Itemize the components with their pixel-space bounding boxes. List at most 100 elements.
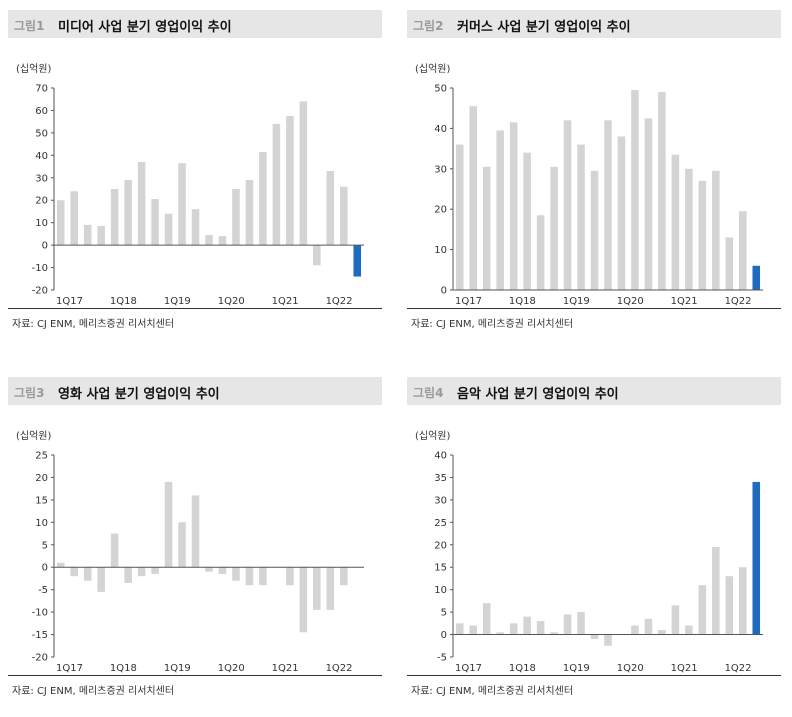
y-tick-label: 10 [434,245,447,256]
bar [685,168,693,290]
bar [482,166,491,290]
bar [590,170,599,290]
commerce-bar-chart: 0 10 20 30 40 50 1Q17 1Q18 1Q19 1Q20 1Q21 1Q22 [434,84,763,307]
bar [313,245,321,266]
source-divider [8,308,382,309]
bar [164,481,173,568]
bar [56,562,65,568]
bar [164,213,173,246]
bar [218,236,227,246]
x-tick-label: 1Q18 [110,663,137,674]
bar [272,123,281,246]
bar [56,200,65,246]
bar [469,106,477,291]
y-tick-label: -10 [32,263,48,274]
unit-label: (십억원) [16,431,52,442]
unit-label: (십억원) [415,64,451,75]
x-tick-label: 1Q17 [455,663,482,674]
y-tick-label: 60 [35,106,48,117]
x-tick-label: 1Q17 [455,296,482,307]
bar [617,136,626,290]
bar [523,152,531,290]
bar [259,567,267,586]
chart-title-bar: 그림2 커머스 사업 분기 영업이익 추이 [407,10,781,38]
bar [83,224,92,246]
source-divider [407,675,781,676]
bar [137,567,146,577]
x-tick-label: 1Q22 [725,663,752,674]
y-tick-label: 40 [434,451,447,462]
unit-label: (십억원) [16,64,52,75]
bar [83,567,92,581]
figure-label: 그림4 [413,386,444,400]
bar [299,101,308,246]
bar [739,211,747,290]
bar [536,215,545,290]
x-tick-label: 1Q21 [272,296,299,307]
y-tick-label: 15 [35,495,48,506]
bar [137,162,146,246]
y-tick-label: 0 [42,563,48,574]
y-tick-label: 10 [35,518,48,529]
y-tick-label: -5 [437,653,447,664]
bar [550,632,558,635]
y-tick-label: 10 [434,585,447,596]
bar [455,623,464,635]
y-tick-label: 40 [434,124,447,135]
source-note: 자료: CJ ENM, 메리츠증권 리서치센터 [12,319,175,330]
y-tick-label: 5 [42,540,48,551]
bar [604,120,612,290]
bar [482,603,491,635]
bar [110,533,119,568]
bar [644,118,653,290]
x-tick-label: 1Q20 [218,663,245,674]
y-tick-label: -20 [32,653,48,664]
bar [590,634,599,640]
x-tick-label: 1Q22 [326,296,353,307]
y-tick-label: 20 [35,473,48,484]
bar [712,547,720,635]
highlight-bar [752,481,761,635]
bar [563,120,572,290]
bar [739,567,747,635]
bar [658,92,666,290]
bar [313,567,321,610]
y-tick-label: 25 [434,518,447,529]
bar [110,189,119,246]
y-tick-label: 40 [35,151,48,162]
y-tick-label: 5 [441,608,447,619]
x-tick-label: 1Q19 [563,663,590,674]
bar [577,612,585,635]
music-bar-chart: -5 0 5 10 15 20 25 30 35 40 1Q17 1Q18 1Q19 1Q20 1Q21 1Q… [434,451,763,674]
x-tick-label: 1Q21 [272,663,299,674]
y-tick-label: 10 [35,218,48,229]
y-tick-label: -20 [32,286,48,297]
bar [97,567,105,592]
bar [205,235,213,246]
bar [191,495,200,568]
bar [232,567,240,581]
bar [124,567,132,583]
music-chart-panel: 그림4 음악 사업 분기 영업이익 추이 (십억원) -5 0 5 10 15 20 25 3… [407,377,781,717]
x-tick-label: 1Q19 [563,296,590,307]
bar [685,625,693,635]
bar [259,151,267,246]
bar [218,567,227,574]
film-chart-panel: 그림3 영화 사업 분기 영업이익 추이 (십억원) -20 -15 -10 -5 0 5… [8,377,382,717]
y-tick-label: 20 [434,205,447,216]
y-tick-label: 35 [434,473,447,484]
bar [496,632,504,635]
bar [698,180,707,290]
x-tick-label: 1Q22 [725,296,752,307]
y-tick-label: 30 [434,495,447,506]
y-tick-label: 0 [441,286,447,297]
bar [698,585,707,635]
y-tick-label: 25 [35,451,48,462]
chart-title-bar: 그림1 미디어 사업 분기 영업이익 추이 [8,10,382,38]
x-tick-label: 1Q18 [110,296,137,307]
bar [245,567,254,586]
y-tick-label: 20 [434,540,447,551]
bar [151,199,159,246]
bar [340,186,348,246]
bar [509,122,518,290]
